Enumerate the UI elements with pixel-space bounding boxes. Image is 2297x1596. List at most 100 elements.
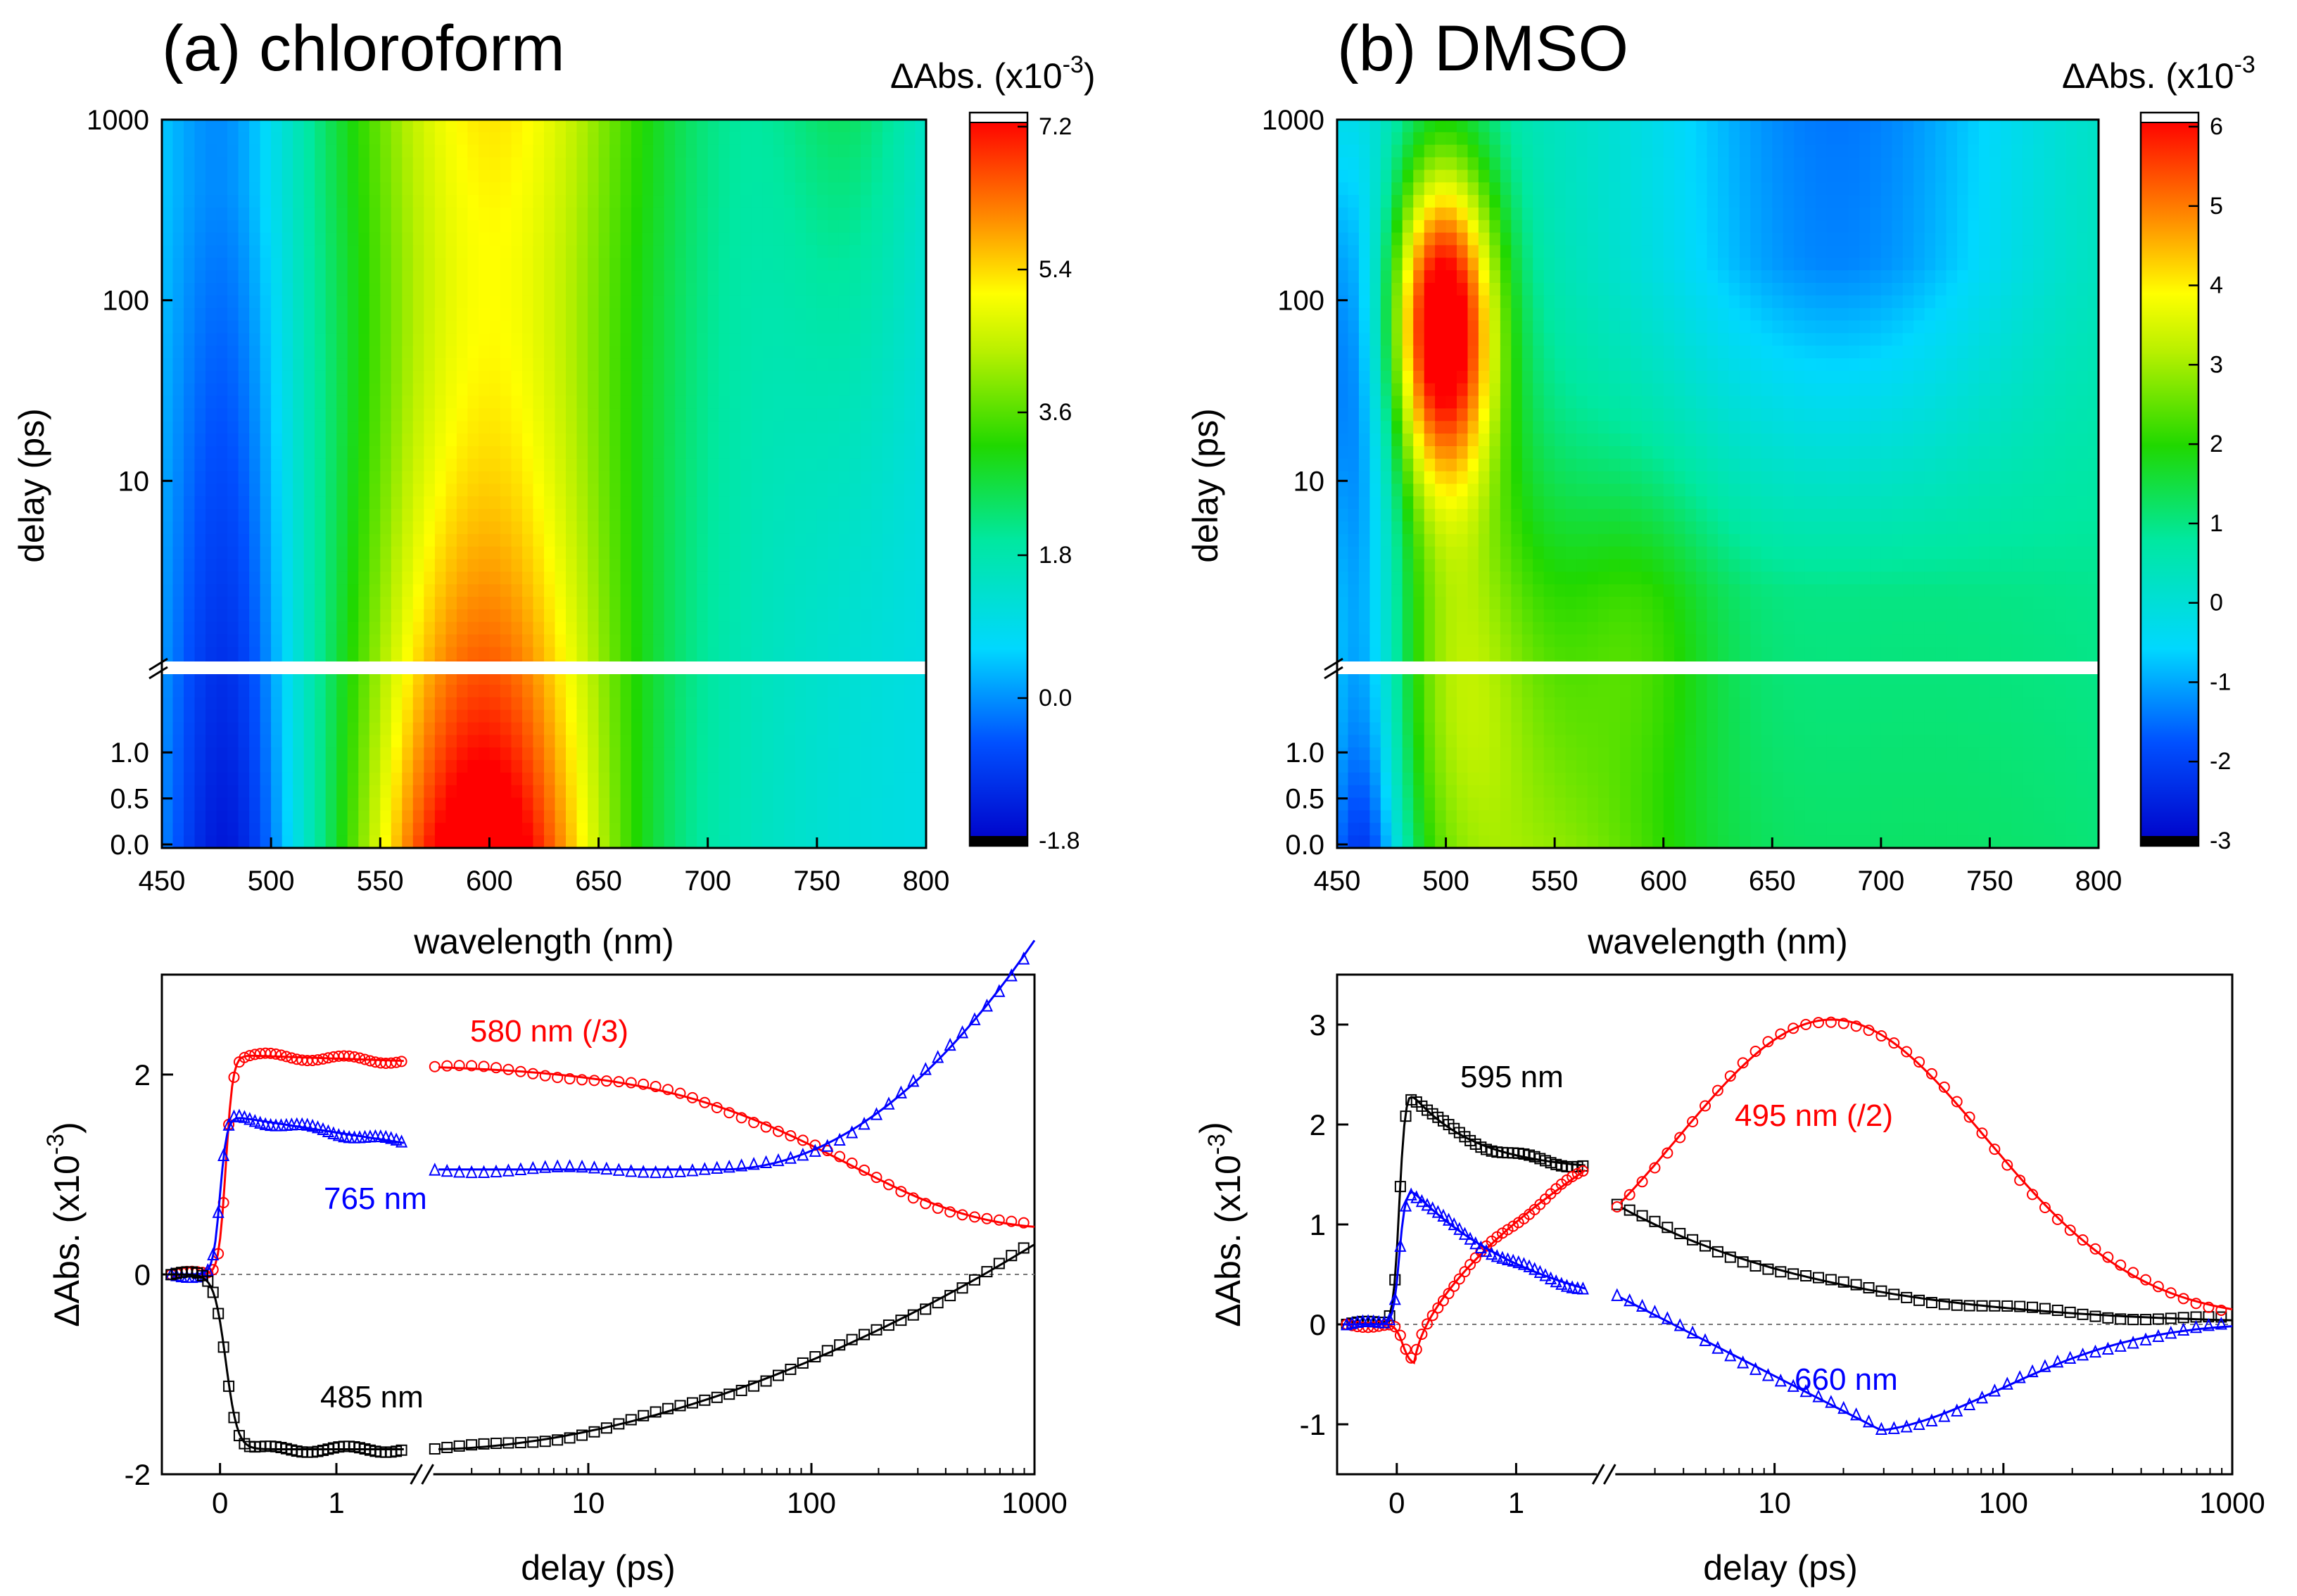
- heatmap-a-cell: [871, 144, 883, 158]
- heatmap-a-cell: [184, 295, 196, 309]
- heatmap-a-cell: [784, 546, 796, 560]
- heatmap-b-cell: [2065, 258, 2077, 271]
- heatmap-a-cell: [205, 421, 217, 434]
- heatmap-a-cell: [238, 621, 250, 635]
- heatmap-b-cell: [1348, 132, 1360, 146]
- heatmap-b-cell: [1892, 207, 1904, 221]
- heatmap-a-cell: [303, 546, 315, 560]
- heatmap-a-cell: [456, 747, 469, 761]
- heatmap-a-cell: [260, 283, 272, 296]
- heatmap-b-cell: [1989, 182, 2001, 196]
- heatmap-a-cell: [412, 709, 425, 723]
- heatmap-a-cell: [456, 421, 469, 434]
- heatmap-a-cell: [762, 546, 774, 560]
- heatmap-a-cell: [205, 358, 217, 372]
- heatmap-a-cell: [860, 433, 873, 447]
- heatmap-a-cell: [445, 245, 457, 258]
- heatmap-a-cell: [194, 433, 206, 447]
- heatmap-a-cell: [620, 685, 632, 698]
- heatmap-a-cell: [555, 672, 567, 685]
- heatmap-a-cell: [598, 810, 610, 824]
- heatmap-a-cell: [445, 509, 457, 522]
- heatmap-a-cell: [336, 232, 348, 246]
- heatmap-a-cell: [838, 370, 851, 384]
- heatmap-a-cell: [860, 295, 873, 309]
- heatmap-a-cell: [675, 672, 687, 685]
- heatmap-b-cell: [1696, 270, 1708, 284]
- heatmap-a-cell: [816, 346, 829, 359]
- heatmap-a-cell: [609, 333, 621, 346]
- heatmap-a-cell: [467, 747, 479, 761]
- heatmap-a-cell: [860, 709, 873, 723]
- heatmap-b-cell: [1369, 144, 1381, 158]
- heatmap-a-cell: [773, 722, 785, 736]
- heatmap-b-cell: [1826, 120, 1838, 133]
- heatmap-a-cell: [162, 270, 174, 284]
- heatmap-a-cell: [380, 835, 392, 848]
- heatmap-a-cell: [424, 170, 436, 183]
- heatmap-a-cell: [489, 182, 501, 196]
- heatmap-b-cell: [1598, 270, 1610, 284]
- heatmap-a-cell: [871, 647, 883, 661]
- heatmap-a-cell: [609, 346, 621, 359]
- heatmap-a-cell: [522, 584, 534, 597]
- heatmap-a-cell: [566, 621, 578, 635]
- heatmap-b-cell: [1587, 170, 1599, 183]
- heatmap-a-cell: [576, 170, 588, 183]
- heatmap-a-cell: [729, 609, 741, 623]
- heatmap-a-cell: [697, 333, 709, 346]
- heatmap-a-cell: [609, 483, 621, 498]
- heatmap-a-cell: [456, 408, 469, 422]
- heatmap-a-cell: [369, 471, 381, 485]
- heatmap-a-cell: [249, 597, 261, 610]
- heatmap-a-cell: [566, 735, 578, 748]
- heatmap-a-cell: [697, 308, 709, 322]
- heatmap-a-cell: [172, 433, 184, 447]
- heatmap-a-cell: [828, 546, 840, 560]
- heatmap-a-cell: [500, 182, 512, 196]
- heatmap-a-cell: [205, 120, 217, 133]
- heatmap-a-cell: [653, 797, 665, 811]
- heatmap-a-cell: [315, 722, 327, 736]
- heatmap-a-cell: [369, 245, 381, 258]
- heatmap-a-cell: [740, 509, 752, 522]
- heatmap-a-cell: [315, 772, 327, 786]
- heatmap-a-cell: [434, 144, 447, 158]
- heatmap-a-cell: [325, 270, 337, 284]
- heatmap-b-cell: [1555, 170, 1567, 183]
- heatmap-b-cell: [2033, 258, 2045, 271]
- heatmap-a-cell: [478, 333, 491, 346]
- heatmap-b-cell: [1739, 132, 1752, 146]
- heatmap-a-cell: [533, 672, 545, 685]
- heatmap-a-cell: [816, 245, 829, 258]
- heatmap-b-cell: [1511, 245, 1523, 258]
- heatmap-a-cell: [685, 358, 697, 372]
- heatmap-a-cell: [751, 207, 764, 221]
- heatmap-a-cell: [566, 785, 578, 799]
- heatmap-b-cell: [2077, 207, 2089, 221]
- heatmap-a-cell: [271, 458, 283, 472]
- heatmap-a-cell: [489, 370, 501, 384]
- heatmap-b-cell: [1576, 132, 1588, 146]
- heatmap-a-cell: [707, 433, 719, 447]
- heatmap-a-cell: [194, 421, 206, 434]
- heatmap-a-cell: [325, 785, 337, 799]
- heatmap-a-cell: [391, 320, 403, 334]
- heatmap-b-cell: [1565, 144, 1577, 158]
- heatmap-b-cell: [1609, 182, 1621, 196]
- heatmap-a-cell: [315, 760, 327, 773]
- heatmap-a-cell: [631, 446, 643, 460]
- heatmap-a-cell: [522, 546, 534, 560]
- heatmap-a-cell: [293, 722, 305, 736]
- heatmap-a-cell: [773, 471, 785, 485]
- heatmap-a-cell: [740, 483, 752, 498]
- heatmap-a-cell: [719, 584, 730, 597]
- heatmap-a-cell: [609, 421, 621, 434]
- heatmap-a-cell: [500, 735, 512, 748]
- heatmap-b-cell: [1707, 258, 1719, 271]
- heatmap-a-cell: [424, 483, 436, 498]
- heatmap-b-cell: [1533, 207, 1545, 221]
- heatmap-a-cell: [893, 245, 905, 258]
- heatmap-a-cell: [478, 370, 491, 384]
- heatmap-a-cell: [194, 647, 206, 661]
